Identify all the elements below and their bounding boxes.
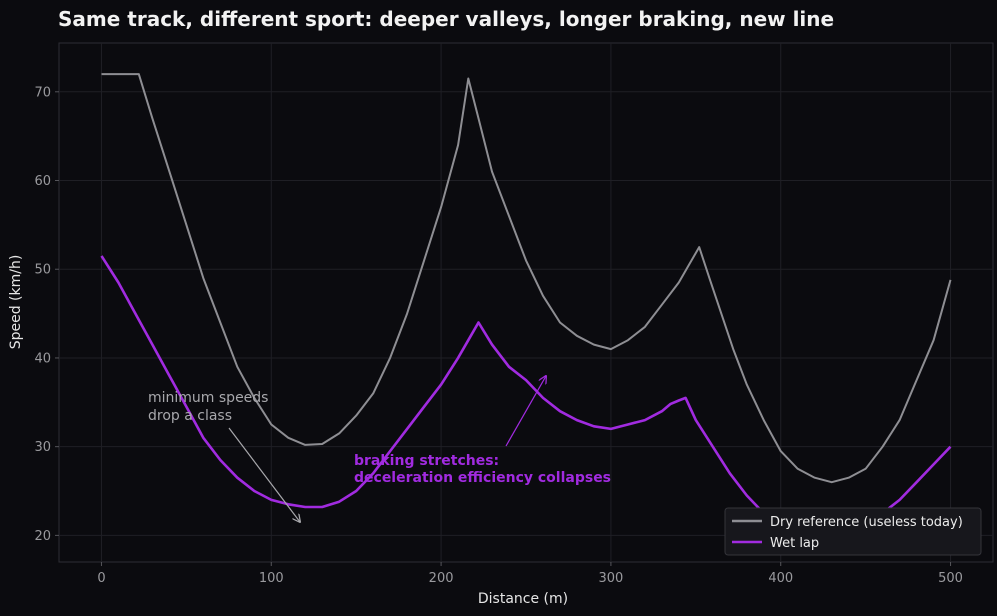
- y-tick-label: 50: [34, 263, 51, 278]
- legend-label-wet: Wet lap: [770, 536, 819, 551]
- y-tick-label: 30: [34, 440, 51, 455]
- annotation-min-speeds: minimum speeds drop a class: [148, 390, 300, 522]
- annotation-arrow: [505, 376, 546, 447]
- x-tick-label: 300: [598, 571, 623, 586]
- x-tick-label: 100: [259, 571, 284, 586]
- annotation-text-line1: minimum speeds: [148, 390, 268, 406]
- annotation-text-line2: deceleration efficiency collapses: [354, 470, 611, 486]
- x-tick-label: 400: [768, 571, 793, 586]
- x-tick-label: 500: [938, 571, 963, 586]
- annotation-text-line2: drop a class: [148, 408, 232, 424]
- legend: Dry reference (useless today) Wet lap: [724, 507, 982, 556]
- annotation-text-line1: braking stretches:: [354, 453, 499, 469]
- x-axis-ticks: 0 100 200 300 400 500: [97, 562, 963, 586]
- legend-box: [724, 507, 982, 556]
- y-tick-label: 60: [34, 174, 51, 189]
- y-axis-label: Speed (km/h): [8, 255, 24, 350]
- y-axis-ticks: 20 30 40 50 60 70: [34, 85, 59, 544]
- x-tick-label: 0: [97, 571, 105, 586]
- x-tick-label: 200: [429, 571, 454, 586]
- annotation-braking: braking stretches: deceleration efficien…: [354, 376, 611, 486]
- legend-label-dry: Dry reference (useless today): [770, 515, 963, 530]
- y-tick-label: 70: [34, 85, 51, 100]
- grid-lines: [59, 43, 993, 562]
- annotation-arrow: [228, 427, 300, 522]
- y-tick-label: 40: [34, 351, 51, 366]
- x-axis-label: Distance (m): [478, 591, 568, 607]
- chart-title: Same track, different sport: deeper vall…: [58, 7, 834, 31]
- series-line-dry: [101, 73, 952, 484]
- y-tick-label: 20: [34, 529, 51, 544]
- plot-area: [58, 42, 994, 563]
